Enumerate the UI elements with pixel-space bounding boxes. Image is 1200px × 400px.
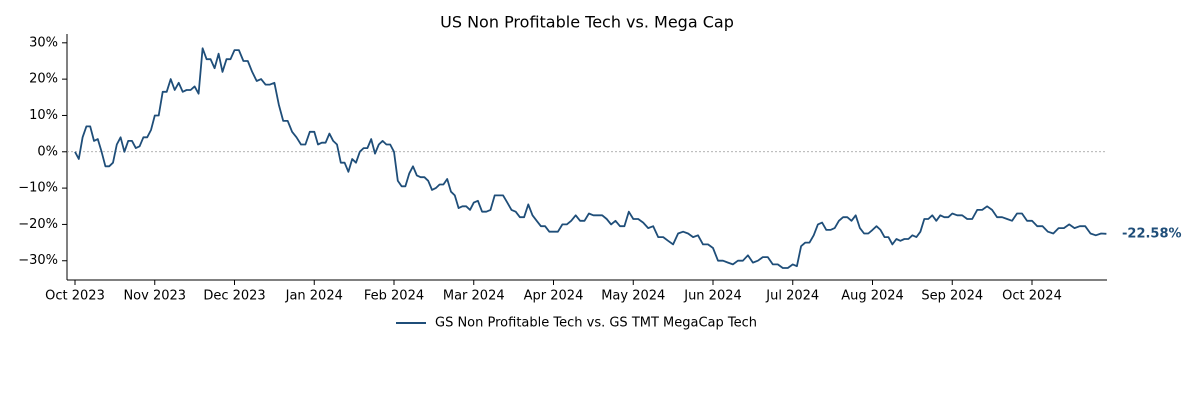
- y-tick-label: −30%: [18, 253, 58, 268]
- x-tick-label: Feb 2024: [364, 289, 424, 304]
- y-tick-label: −10%: [18, 181, 58, 196]
- x-tick-label: Jan 2024: [285, 289, 343, 304]
- y-tick-label: 10%: [29, 108, 58, 123]
- y-tick-label: 0%: [37, 144, 58, 159]
- x-tick-label: Jul 2024: [765, 289, 819, 304]
- y-tick-label: −20%: [18, 217, 58, 232]
- x-tick-label: Dec 2023: [203, 289, 265, 304]
- x-tick-label: Sep 2024: [921, 289, 983, 304]
- x-tick-label: Apr 2024: [524, 289, 584, 304]
- series-line: [74, 47, 1107, 269]
- x-tick-label: May 2024: [601, 289, 665, 304]
- y-tick-label: 30%: [29, 35, 58, 50]
- x-tick-label: Aug 2024: [841, 289, 904, 304]
- x-tick-label: Mar 2024: [443, 289, 505, 304]
- y-tick-label: 20%: [29, 72, 58, 87]
- last-value-label: -22.58%: [1122, 226, 1182, 241]
- x-tick-label: Oct 2023: [45, 289, 105, 304]
- x-tick-label: Jun 2024: [683, 289, 742, 304]
- chart-title: US Non Profitable Tech vs. Mega Cap: [440, 13, 734, 32]
- legend-label: GS Non Profitable Tech vs. GS TMT MegaCa…: [435, 316, 757, 331]
- x-tick-label: Oct 2024: [1002, 289, 1062, 304]
- x-tick-label: Nov 2023: [123, 289, 186, 304]
